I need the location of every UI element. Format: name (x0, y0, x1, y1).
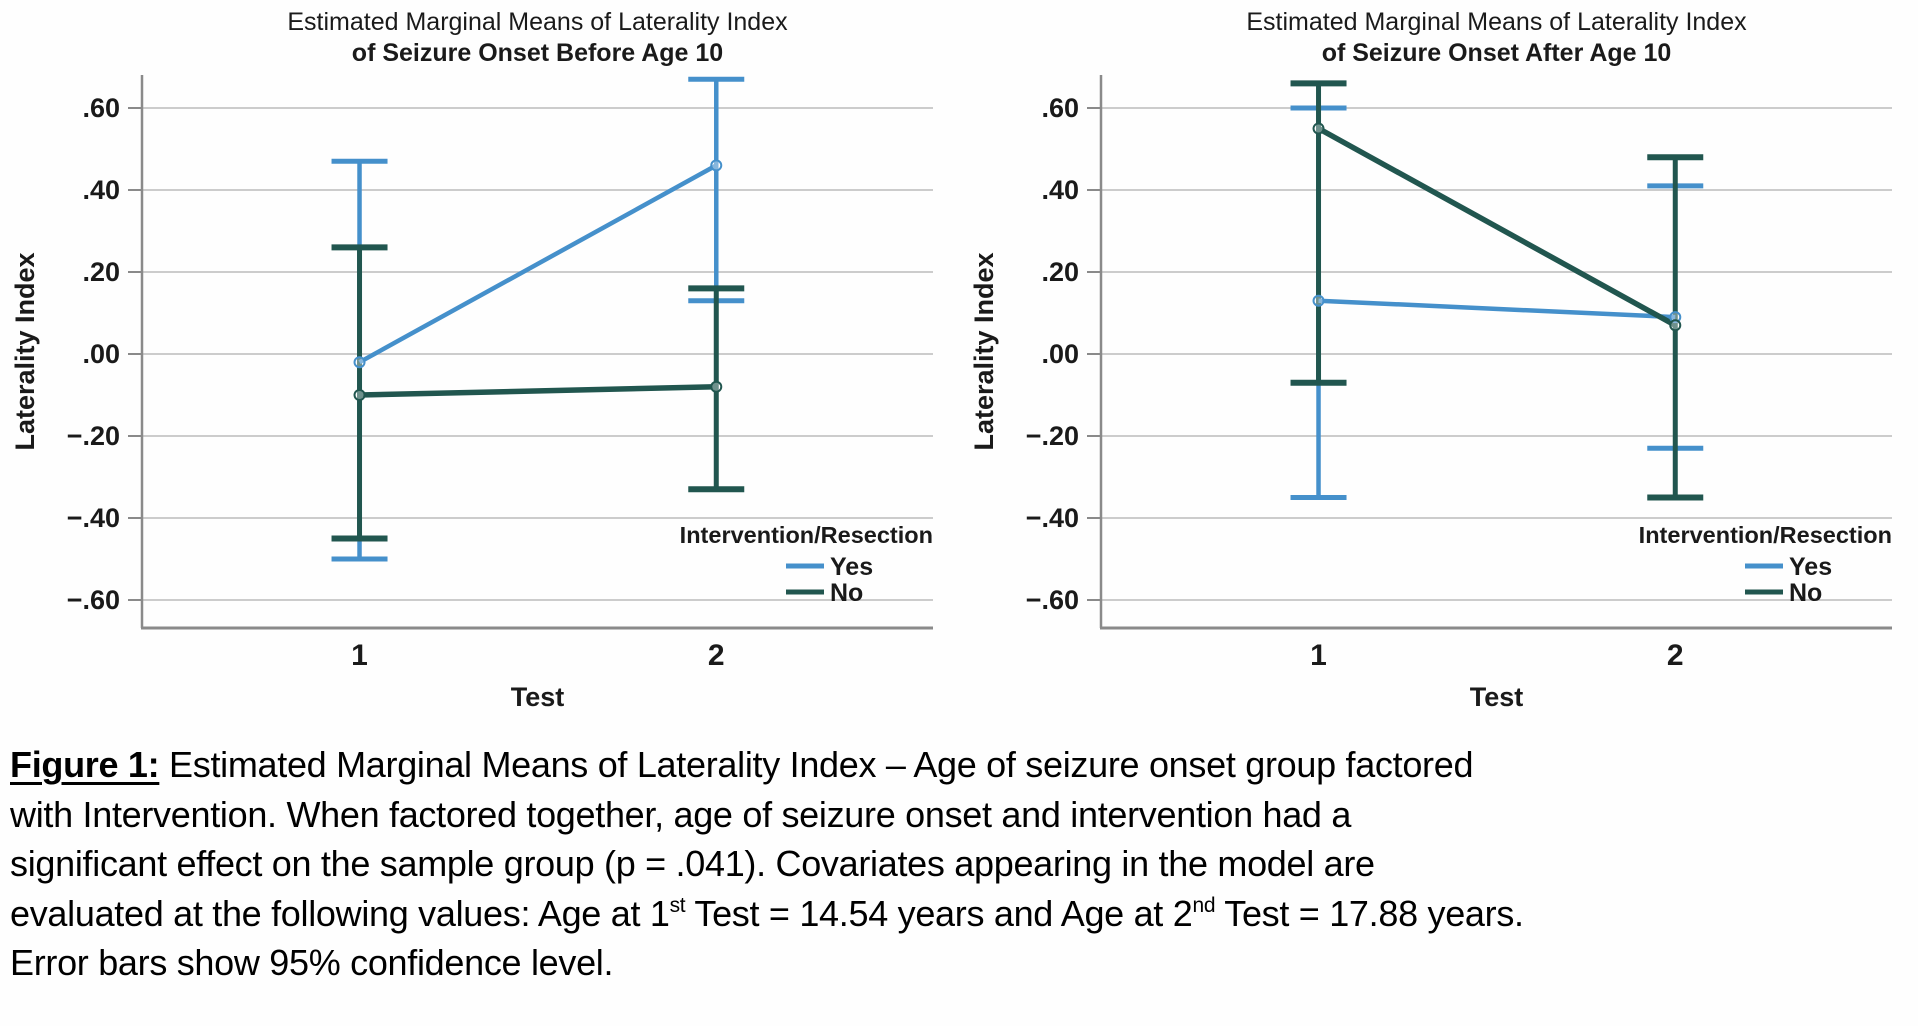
gridlines (1087, 107, 1892, 601)
y-tick-label: .40 (1041, 175, 1079, 205)
caption-text: with Intervention. When factored togethe… (10, 793, 1352, 835)
caption-text: Estimated Marginal Means of Laterality I… (159, 744, 1474, 785)
caption-text: Error bars show 95% confidence level. (10, 942, 614, 983)
point-marker-no (353, 389, 366, 401)
legend-label-yes: Yes (830, 553, 873, 581)
chart-subtitle: of Seizure Onset After Age 10 (1322, 39, 1672, 67)
legend-label-no: No (1789, 579, 1822, 607)
caption-figure-label: Figure 1: (10, 744, 160, 785)
x-tick-label: 1 (351, 639, 368, 672)
caption-text: st (669, 893, 686, 917)
legend-label-no: No (830, 579, 863, 607)
series-line-no (1317, 126, 1677, 328)
chart-title: Estimated Marginal Means of Laterality I… (1246, 8, 1747, 36)
point-marker-no (1669, 319, 1682, 332)
y-axis-title: Laterality Index (969, 252, 999, 450)
y-tick-label: −.60 (1026, 585, 1079, 615)
caption-line: Error bars show 95% confidence level. (10, 938, 1910, 988)
chart-svg: Estimated Marginal Means of Laterality I… (969, 8, 1892, 712)
point-marker-yes (1669, 311, 1682, 324)
caption-line: Figure 1: Estimated Marginal Means of La… (10, 740, 1910, 790)
caption-text: Test = 14.54 years and Age at 2 (685, 892, 1193, 934)
x-axis-title: Test (1470, 682, 1524, 712)
y-tick-label: .60 (1041, 93, 1079, 123)
caption-line: with Intervention. When factored togethe… (10, 790, 1910, 840)
point-marker-yes (710, 159, 723, 172)
chart-subtitle: of Seizure Onset Before Age 10 (352, 39, 723, 67)
caption-line: evaluated at the following values: Age a… (10, 889, 1910, 939)
y-tick-label: .20 (82, 257, 120, 287)
y-tick-label: −.40 (67, 503, 120, 533)
legend-title: Intervention/Resection (680, 522, 933, 548)
error-bars-yes (331, 76, 745, 562)
y-tick-label: .40 (82, 175, 120, 205)
y-tick-label: −.40 (1026, 503, 1079, 533)
caption-text: Test = 17.88 years. (1215, 892, 1524, 934)
chart-title: Estimated Marginal Means of Laterality I… (287, 8, 788, 36)
legend-label-yes: Yes (1789, 553, 1832, 581)
x-axis-title: Test (511, 682, 565, 712)
figure-caption: Figure 1: Estimated Marginal Means of La… (0, 726, 1918, 988)
point-marker-no (710, 380, 723, 393)
point-marker-yes (1312, 294, 1325, 307)
y-tick-label: .20 (1041, 257, 1079, 287)
x-tick-label: 1 (1310, 639, 1327, 672)
series-line-no (359, 384, 717, 398)
y-tick-label: −.20 (1026, 421, 1079, 451)
emm-chart-seizure-onset-before-age-10: Estimated Marginal Means of Laterality I… (0, 0, 959, 726)
y-tick-label: −.20 (67, 421, 120, 451)
caption-text: nd (1192, 893, 1216, 917)
charts-row: Estimated Marginal Means of Laterality I… (0, 0, 1918, 726)
y-tick-label: .00 (1041, 339, 1079, 369)
chart-svg: Estimated Marginal Means of Laterality I… (10, 8, 933, 712)
caption-line: significant effect on the sample group (… (10, 839, 1910, 889)
series-line-yes (1318, 298, 1676, 320)
x-tick-label: 2 (1667, 639, 1684, 672)
legend-title: Intervention/Resection (1639, 522, 1892, 548)
y-tick-label: .60 (82, 93, 120, 123)
y-tick-label: −.60 (67, 585, 120, 615)
series-line-yes (358, 163, 718, 365)
x-tick-label: 2 (708, 639, 725, 672)
caption-text: significant effect on the sample group (… (10, 843, 1375, 884)
gridlines (128, 107, 933, 601)
point-marker-yes (353, 356, 366, 369)
y-tick-label: .00 (82, 339, 120, 369)
y-axis-title: Laterality Index (10, 252, 40, 450)
emm-chart-seizure-onset-after-age-10: Estimated Marginal Means of Laterality I… (959, 0, 1918, 726)
point-marker-no (1312, 122, 1325, 135)
caption-text: evaluated at the following values: Age a… (10, 892, 670, 934)
